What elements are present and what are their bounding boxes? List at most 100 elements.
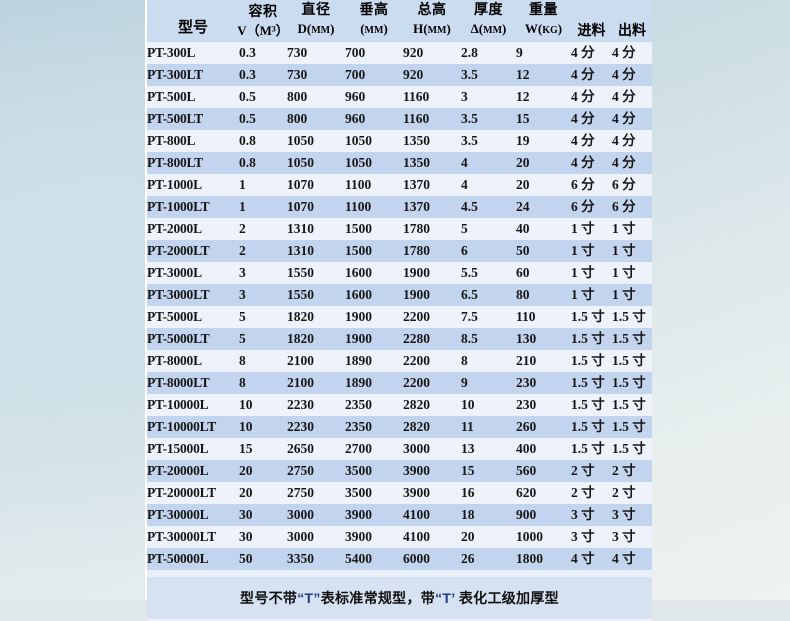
- cell-model: PT-10000L: [147, 394, 239, 416]
- col-header-unit-weight: W(KG): [524, 21, 563, 36]
- cell-diameter: 1050: [287, 130, 345, 152]
- cell-weight: 260: [516, 416, 571, 438]
- cell-weight: 620: [516, 482, 571, 504]
- cell-model: PT-5000L: [147, 306, 239, 328]
- cell-thickness: 20: [461, 526, 516, 548]
- cell-weight: 19: [516, 130, 571, 152]
- cell-volume: 30: [239, 526, 287, 548]
- cell-inlet: 4 寸: [571, 548, 612, 570]
- note-row: 型号不带“T”表标准常规型，带“T’ 表化工级加厚型: [147, 574, 652, 619]
- cell-vheight: 1890: [345, 372, 403, 394]
- cell-vheight: 3500: [345, 482, 403, 504]
- cell-outlet: 1.5 寸: [612, 438, 652, 460]
- cell-theight: 1160: [403, 86, 461, 108]
- cell-thickness: 15: [461, 460, 516, 482]
- cell-model: PT-1000L: [147, 174, 239, 196]
- cell-outlet: 4 分: [612, 42, 652, 64]
- cell-weight: 40: [516, 218, 571, 240]
- cell-diameter: 1550: [287, 284, 345, 306]
- cell-inlet: 1 寸: [571, 218, 612, 240]
- cell-weight: 50: [516, 240, 571, 262]
- cell-diameter: 3350: [287, 548, 345, 570]
- col-header-theight: 总高 H(MM): [403, 0, 461, 42]
- cell-theight: 920: [403, 64, 461, 86]
- cell-inlet: 4 分: [571, 108, 612, 130]
- cell-inlet: 1 寸: [571, 284, 612, 306]
- cell-theight: 4100: [403, 526, 461, 548]
- cell-diameter: 2750: [287, 482, 345, 504]
- cell-vheight: 700: [345, 64, 403, 86]
- cell-diameter: 2750: [287, 460, 345, 482]
- cell-volume: 50: [239, 548, 287, 570]
- cell-diameter: 2650: [287, 438, 345, 460]
- cell-outlet: 1 寸: [612, 240, 652, 262]
- cell-theight: 2200: [403, 306, 461, 328]
- note-quote-2: “T’: [435, 590, 455, 606]
- col-header-label-inlet: 进料: [577, 22, 606, 38]
- cell-model: PT-500LT: [147, 108, 239, 130]
- cell-thickness: 18: [461, 504, 516, 526]
- cell-vheight: 3900: [345, 526, 403, 548]
- cell-outlet: 3 寸: [612, 504, 652, 526]
- cell-theight: 2200: [403, 372, 461, 394]
- cell-inlet: 6 分: [571, 174, 612, 196]
- cell-outlet: 4 分: [612, 64, 652, 86]
- cell-vheight: 1100: [345, 174, 403, 196]
- cell-vheight: 2350: [345, 416, 403, 438]
- cell-theight: 4100: [403, 504, 461, 526]
- note-cell: 型号不带“T”表标准常规型，带“T’ 表化工级加厚型: [147, 574, 652, 619]
- cell-thickness: 3.5: [461, 130, 516, 152]
- cell-outlet: 2 寸: [612, 482, 652, 504]
- cell-volume: 8: [239, 350, 287, 372]
- cell-vheight: 1500: [345, 240, 403, 262]
- specification-table: 型号 容积 V（M³） 直径 D(MM) 垂高 (MM) 总高 H(MM) 厚度 Δ(MM) 重量 W(…: [147, 0, 652, 621]
- col-header-label-model: 型号: [177, 19, 208, 36]
- cell-outlet: 1.5 寸: [612, 328, 652, 350]
- cell-model: PT-8000L: [147, 350, 239, 372]
- cell-volume: 0.8: [239, 152, 287, 174]
- cell-inlet: 1.5 寸: [571, 438, 612, 460]
- cell-thickness: 3: [461, 86, 516, 108]
- col-header-unit-volume: V（M³）: [237, 23, 289, 38]
- cell-theight: 2280: [403, 328, 461, 350]
- col-header-weight: 重量 W(KG): [516, 0, 571, 42]
- cell-diameter: 1820: [287, 306, 345, 328]
- cell-outlet: 1.5 寸: [612, 394, 652, 416]
- cell-vheight: 5400: [345, 548, 403, 570]
- cell-weight: 80: [516, 284, 571, 306]
- cell-outlet: 1.5 寸: [612, 306, 652, 328]
- cell-inlet: 4 分: [571, 86, 612, 108]
- cell-diameter: 1820: [287, 328, 345, 350]
- cell-inlet: 3 寸: [571, 504, 612, 526]
- table-row: PT-10000LT 10 2230 2350 2820 11 260 1.5 寸 1.5 寸: [147, 416, 652, 438]
- cell-inlet: 2 寸: [571, 460, 612, 482]
- cell-theight: 1900: [403, 284, 461, 306]
- cell-thickness: 5.5: [461, 262, 516, 284]
- cell-diameter: 730: [287, 42, 345, 64]
- cell-theight: 1780: [403, 218, 461, 240]
- cell-volume: 20: [239, 460, 287, 482]
- specification-table-container: 型号 容积 V（M³） 直径 D(MM) 垂高 (MM) 总高 H(MM) 厚度 Δ(MM) 重量 W(…: [145, 0, 652, 621]
- cell-thickness: 3.5: [461, 64, 516, 86]
- cell-diameter: 3000: [287, 504, 345, 526]
- cell-theight: 1370: [403, 196, 461, 218]
- cell-model: PT-30000L: [147, 504, 239, 526]
- cell-thickness: 8.5: [461, 328, 516, 350]
- cell-volume: 1: [239, 174, 287, 196]
- cell-weight: 210: [516, 350, 571, 372]
- cell-inlet: 4 分: [571, 64, 612, 86]
- cell-outlet: 3 寸: [612, 526, 652, 548]
- cell-model: PT-10000LT: [147, 416, 239, 438]
- cell-volume: 8: [239, 372, 287, 394]
- cell-model: PT-300LT: [147, 64, 239, 86]
- cell-diameter: 1050: [287, 152, 345, 174]
- cell-vheight: 1100: [345, 196, 403, 218]
